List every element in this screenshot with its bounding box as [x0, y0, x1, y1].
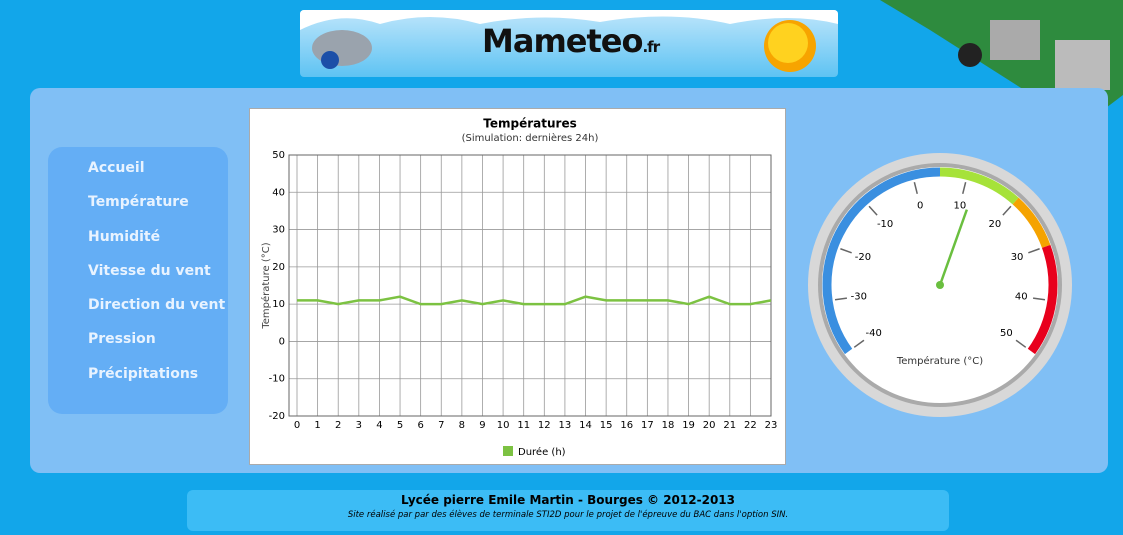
page: Mameteo.fr AccueilTempératureHumiditéVit…	[0, 0, 1123, 535]
x-tick-label: 6	[417, 420, 423, 431]
y-tick-label: 40	[272, 187, 285, 198]
x-tick-label: 8	[459, 420, 465, 431]
x-tick-label: 3	[356, 420, 362, 431]
x-tick-label: 2	[335, 420, 341, 431]
plot-border	[289, 155, 771, 416]
gauge-tick-label: -20	[855, 252, 871, 263]
x-tick-label: 5	[397, 420, 403, 431]
x-tick-label: 9	[479, 420, 485, 431]
y-tick-label: 0	[279, 336, 285, 347]
x-tick-label: 7	[438, 420, 444, 431]
x-tick-label: 16	[620, 420, 633, 431]
gauge-tick-label: 30	[1011, 252, 1024, 263]
x-tick-label: 0	[294, 420, 300, 431]
charts: Températures(Simulation: dernières 24h) T…	[0, 0, 1123, 535]
gauge-tick-label: 40	[1015, 291, 1028, 302]
gauge-tick-label: 20	[989, 219, 1002, 230]
y-tick-label: -20	[269, 411, 285, 422]
y-axis-label: Température (°C)	[260, 242, 272, 329]
gauge-tick-label: 10	[953, 200, 966, 211]
gauge-pivot	[936, 281, 944, 289]
footer: Lycée pierre Emile Martin - Bourges © 20…	[187, 490, 949, 531]
x-tick-label: 15	[600, 420, 613, 431]
line-series	[297, 297, 771, 304]
x-tick-label: 23	[765, 420, 778, 431]
y-tick-label: 20	[272, 262, 285, 273]
y-tick-label: -10	[269, 374, 285, 385]
y-tick-label: 30	[272, 225, 285, 236]
x-tick-label: 17	[641, 420, 654, 431]
x-tick-label: 4	[376, 420, 382, 431]
x-tick-label: 12	[538, 420, 551, 431]
gauge-label: Température (°C)	[896, 355, 983, 367]
chart-title: Températures	[483, 117, 576, 131]
gauge-tick-label: 0	[917, 200, 923, 211]
x-tick-label: 11	[517, 420, 530, 431]
gauge-tick-label: -30	[851, 291, 867, 302]
gauge-tick-label: -40	[865, 328, 881, 339]
legend-label: Durée (h)	[518, 446, 566, 458]
x-tick-label: 21	[723, 420, 736, 431]
x-tick-label: 22	[744, 420, 757, 431]
footer-title: Lycée pierre Emile Martin - Bourges © 20…	[187, 493, 949, 507]
chart-subtitle: (Simulation: dernières 24h)	[462, 132, 599, 144]
footer-text: Site réalisé par par des élèves de termi…	[187, 510, 949, 520]
x-tick-label: 13	[559, 420, 572, 431]
x-tick-label: 1	[314, 420, 320, 431]
gauge-tick-label: -10	[877, 219, 893, 230]
x-tick-label: 18	[662, 420, 675, 431]
x-tick-label: 10	[497, 420, 510, 431]
x-tick-label: 19	[682, 420, 695, 431]
y-tick-label: 50	[272, 150, 285, 161]
x-tick-label: 14	[579, 420, 592, 431]
y-tick-label: 10	[272, 299, 285, 310]
gauge-tick-label: 50	[1000, 328, 1013, 339]
legend-swatch	[503, 446, 513, 456]
x-tick-label: 20	[703, 420, 716, 431]
